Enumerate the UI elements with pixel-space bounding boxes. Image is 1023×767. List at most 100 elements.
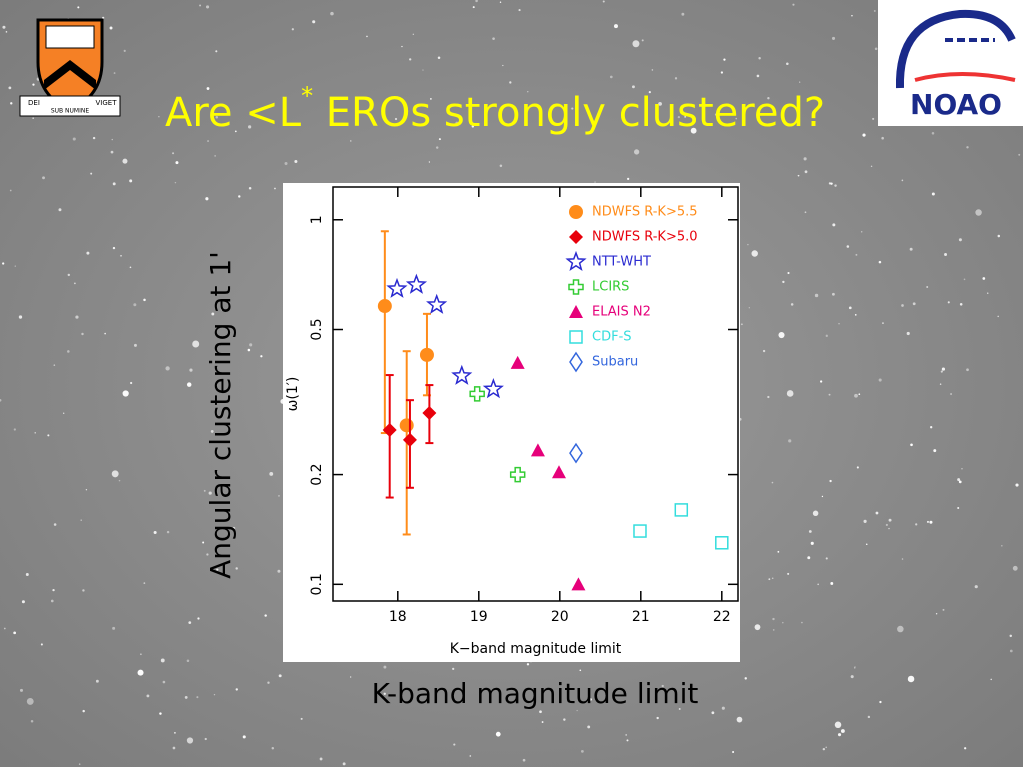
star-dot <box>982 277 986 280</box>
point <box>451 364 473 385</box>
star-dot <box>495 731 501 737</box>
star-dot <box>787 572 790 575</box>
star-dot <box>174 181 177 184</box>
x-tick-label: 19 <box>470 609 488 625</box>
star-dot <box>10 102 13 105</box>
motto: DEI <box>28 99 40 107</box>
point <box>377 299 392 314</box>
star-dot <box>963 278 966 281</box>
star-dot <box>768 578 771 581</box>
x-tick-label: 22 <box>713 609 731 625</box>
star-dot <box>123 49 126 52</box>
star-dot <box>828 393 831 396</box>
star-dot <box>782 621 784 624</box>
star-dot <box>25 573 29 577</box>
star-dot <box>220 307 224 311</box>
star-dot <box>383 692 386 695</box>
star-dot <box>950 392 953 396</box>
star-dot <box>102 16 105 20</box>
star-dot <box>2 262 5 265</box>
star-dot <box>819 380 823 383</box>
star-dot <box>13 631 17 635</box>
star-dot <box>974 585 978 589</box>
star-dot <box>82 589 85 592</box>
legend-marker <box>569 330 583 344</box>
outer-x-label: K-band magnitude limit <box>372 677 699 710</box>
star-dot <box>129 266 132 269</box>
star-dot <box>959 302 963 306</box>
star-dot <box>829 479 832 483</box>
motto-ribbon <box>19 95 121 117</box>
point <box>419 347 434 362</box>
star-dot <box>111 138 113 141</box>
star-dot <box>790 303 794 306</box>
star-dot <box>831 36 836 40</box>
star-dot <box>247 348 251 352</box>
point <box>715 536 729 550</box>
star-dot <box>878 378 882 382</box>
star-dot <box>879 700 882 704</box>
star-dot <box>803 157 807 161</box>
star-dot <box>632 40 640 48</box>
star-dot <box>944 253 948 256</box>
star-dot <box>166 530 170 534</box>
star-dot <box>625 734 627 736</box>
star-dot <box>67 273 71 277</box>
star-dot <box>966 368 969 372</box>
star-dot <box>267 681 270 684</box>
star-dot <box>964 747 967 750</box>
star-dot <box>850 675 854 679</box>
y-axis-label: ω(1′) <box>285 377 301 412</box>
chart: 18 19 20 21 22 0.1 0.2 0.5 1 K−band magnitude lim… <box>285 186 739 657</box>
star-dot <box>52 588 55 592</box>
star-dot <box>235 567 238 570</box>
star-dot <box>143 298 146 302</box>
star-dot <box>159 712 162 715</box>
star-dot <box>881 136 884 140</box>
star-dot <box>9 189 12 192</box>
star-dot <box>966 146 969 149</box>
star-dot <box>711 711 715 715</box>
star-dot <box>926 285 929 288</box>
star-dot <box>162 680 166 684</box>
star-dot <box>47 434 50 437</box>
star-dot <box>863 519 867 523</box>
dome <box>895 9 1016 89</box>
star-dot <box>67 350 70 353</box>
star-dot <box>656 716 659 720</box>
star-dot <box>825 334 828 337</box>
star-dot <box>86 251 90 255</box>
star-dot <box>541 721 544 723</box>
star-dot <box>73 282 76 285</box>
star-dot <box>137 669 144 676</box>
plot-frame <box>332 186 739 602</box>
star-dot <box>32 83 35 86</box>
star-dot <box>929 520 933 524</box>
y-tick-label: 0.1 <box>309 573 325 595</box>
star-dot <box>832 292 835 296</box>
star-dot <box>133 303 137 307</box>
star-dot <box>825 746 828 749</box>
star-dot <box>172 152 175 155</box>
star-dot <box>199 4 202 7</box>
star-dot <box>539 710 542 714</box>
star-dot <box>821 495 824 498</box>
star-dot <box>2 25 6 29</box>
star-dot <box>342 762 346 766</box>
star-dot <box>129 179 133 183</box>
star-dot <box>658 101 662 106</box>
star-dot <box>165 366 170 371</box>
point <box>469 386 485 402</box>
star-dot <box>518 8 521 12</box>
legend-marker <box>569 205 583 219</box>
star-dot <box>14 265 16 267</box>
star-dot <box>309 92 312 95</box>
legend-marker <box>569 305 583 318</box>
legend-label: NTT-WHT <box>592 255 651 270</box>
star-dot <box>186 659 190 663</box>
star-dot <box>242 735 246 739</box>
star-dot <box>838 323 840 325</box>
star-dot <box>674 77 678 80</box>
